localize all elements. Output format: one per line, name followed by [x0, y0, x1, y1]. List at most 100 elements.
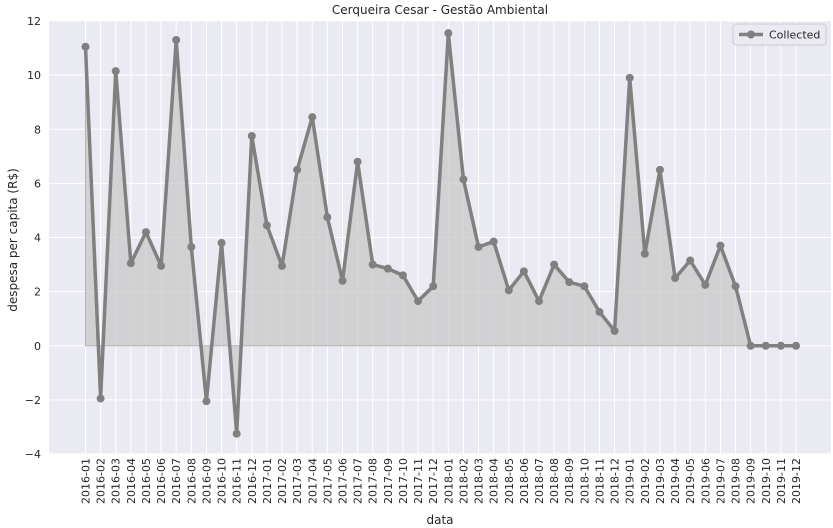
data-point	[293, 165, 302, 174]
x-tick-label: 2018-05	[503, 458, 516, 504]
legend-label: Collected	[769, 29, 820, 42]
x-tick-label: 2016-01	[80, 458, 93, 504]
x-tick-label: 2019-03	[654, 458, 667, 504]
y-tick-label: 0	[34, 340, 41, 353]
y-tick-label: 2	[34, 286, 41, 299]
x-tick-label: 2018-03	[473, 458, 486, 504]
chart-title: Cerqueira Cesar - Gestão Ambiental	[332, 3, 548, 17]
x-tick-label: 2017-08	[367, 458, 380, 504]
x-tick-label: 2017-03	[291, 458, 304, 504]
y-tick-label: 8	[34, 123, 41, 136]
data-point	[323, 213, 332, 222]
data-point	[580, 282, 589, 291]
y-tick-label: 4	[34, 232, 41, 245]
data-point	[610, 326, 619, 335]
x-tick-label: 2016-10	[216, 458, 229, 504]
data-point	[504, 286, 513, 295]
data-point	[308, 113, 317, 122]
data-point	[383, 264, 392, 273]
data-point	[792, 341, 800, 350]
data-point	[141, 228, 150, 237]
data-point	[172, 35, 181, 44]
x-axis-ticks: 2016-01 2016-02 2016-03 2016-04 2016-05 2016-…	[80, 458, 804, 504]
data-point	[398, 271, 407, 280]
y-tick-label: −2	[25, 394, 41, 407]
y-axis-ticks: −4 −2 0 2 4 6 8 10 12	[25, 15, 41, 461]
data-point	[776, 341, 785, 350]
data-point	[746, 341, 755, 350]
x-tick-label: 2017-12	[427, 458, 440, 504]
data-point	[96, 394, 105, 403]
y-tick-label: 12	[27, 15, 41, 28]
data-point	[671, 274, 680, 283]
y-tick-label: −4	[25, 448, 41, 461]
data-point	[217, 238, 226, 247]
data-point	[444, 29, 453, 38]
data-point	[353, 157, 362, 166]
x-tick-label: 2016-02	[95, 458, 108, 504]
x-tick-label: 2016-07	[170, 458, 183, 504]
data-point	[716, 241, 725, 250]
x-tick-label: 2016-04	[125, 458, 138, 504]
data-point	[429, 282, 438, 291]
x-tick-label: 2017-05	[321, 458, 334, 504]
data-point	[595, 307, 604, 316]
x-tick-label: 2017-02	[276, 458, 289, 504]
y-tick-label: 10	[27, 69, 41, 82]
x-tick-label: 2019-06	[699, 458, 712, 504]
data-point	[625, 73, 634, 82]
data-point	[519, 267, 528, 276]
y-axis-label: despesa per capita (R$)	[6, 168, 20, 312]
data-point	[489, 237, 498, 246]
data-point	[278, 261, 287, 270]
data-point	[368, 260, 377, 269]
x-tick-label: 2019-11	[775, 458, 788, 504]
y-tick-label: 6	[34, 177, 41, 190]
data-point	[414, 297, 423, 306]
x-tick-label: 2019-10	[760, 458, 773, 504]
points-layer	[81, 29, 800, 438]
x-tick-label: 2018-04	[488, 458, 501, 504]
legend-marker	[747, 30, 755, 39]
data-point	[565, 278, 574, 287]
x-tick-label: 2017-07	[352, 458, 365, 504]
x-tick-label: 2019-07	[714, 458, 727, 504]
data-point	[761, 341, 770, 350]
x-tick-label: 2019-05	[684, 458, 697, 504]
data-point	[187, 242, 196, 251]
data-point	[247, 132, 256, 141]
x-tick-label: 2016-09	[200, 458, 213, 504]
x-tick-label: 2016-06	[155, 458, 168, 504]
x-tick-label: 2016-12	[246, 458, 259, 504]
x-tick-label: 2019-09	[745, 458, 758, 504]
x-tick-label: 2018-10	[578, 458, 591, 504]
data-point	[550, 260, 559, 269]
x-tick-label: 2017-10	[397, 458, 410, 504]
x-tick-label: 2016-11	[231, 458, 244, 504]
x-tick-label: 2016-03	[110, 458, 123, 504]
x-tick-label: 2018-02	[457, 458, 470, 504]
x-tick-label: 2019-01	[624, 458, 637, 504]
x-tick-label: 2018-07	[533, 458, 546, 504]
x-tick-label: 2016-05	[140, 458, 153, 504]
x-axis-label: data	[426, 513, 453, 527]
legend-box	[732, 23, 827, 46]
x-tick-label: 2017-09	[382, 458, 395, 504]
x-tick-label: 2019-04	[669, 458, 682, 504]
data-point	[126, 259, 135, 268]
legend: Collected	[732, 23, 827, 46]
data-point	[731, 282, 740, 291]
data-point	[640, 249, 649, 258]
data-point	[202, 397, 211, 406]
data-point	[111, 67, 120, 76]
x-tick-label: 2018-12	[609, 458, 622, 504]
x-tick-label: 2017-04	[306, 458, 319, 504]
data-point	[474, 242, 483, 251]
data-point	[157, 261, 166, 270]
data-point	[459, 175, 468, 184]
x-tick-label: 2016-08	[185, 458, 198, 504]
data-point	[232, 429, 241, 438]
x-tick-label: 2019-12	[790, 458, 803, 504]
x-tick-label: 2017-06	[336, 458, 349, 504]
